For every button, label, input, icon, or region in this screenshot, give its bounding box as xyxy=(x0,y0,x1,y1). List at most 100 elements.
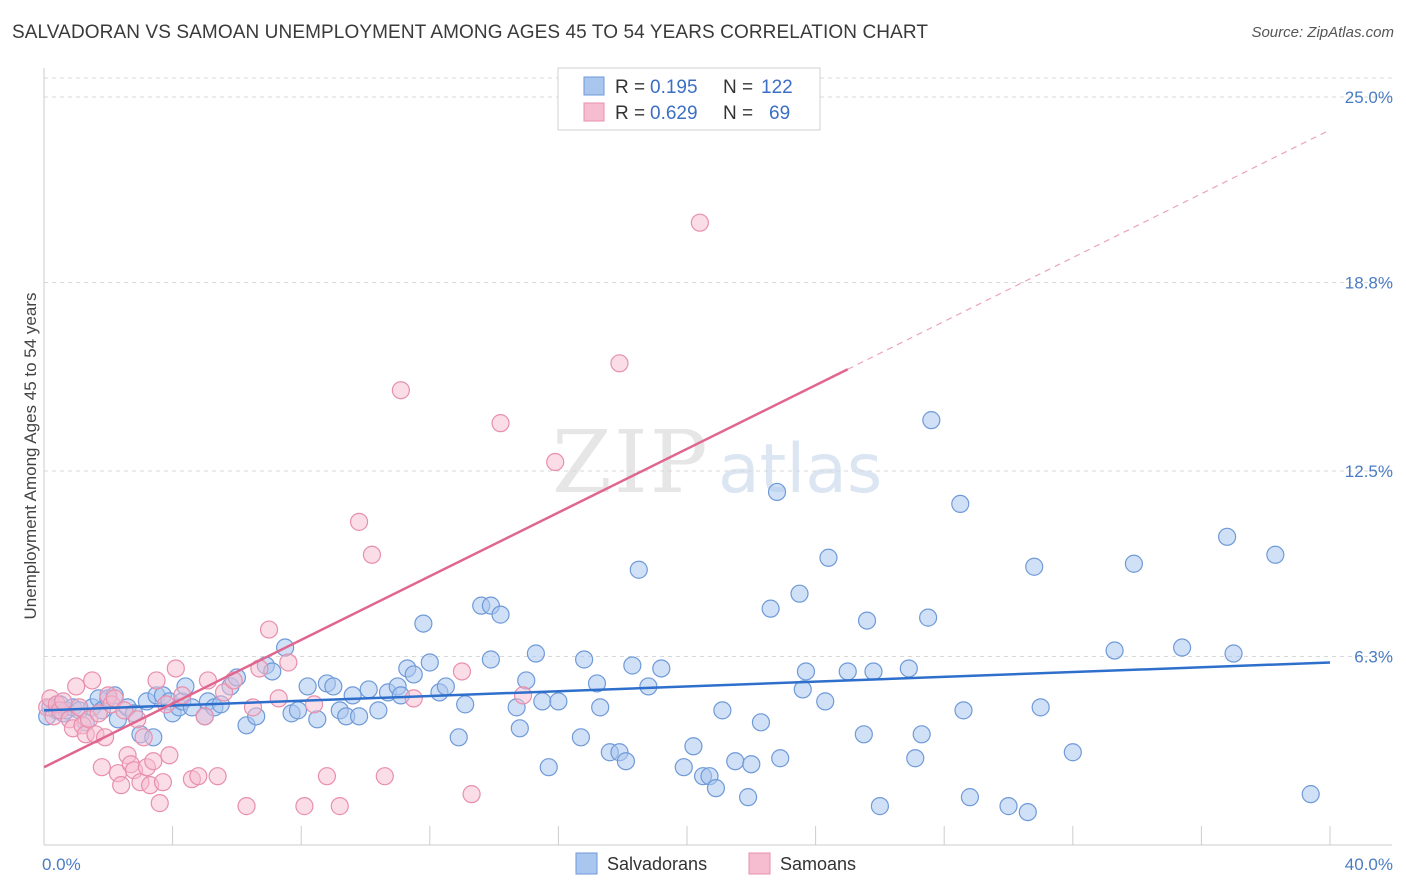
y-axis-label: Unemployment Among Ages 45 to 54 years xyxy=(21,293,40,620)
samoan-point-45 xyxy=(214,683,234,702)
salvadoran-point-118 xyxy=(1031,698,1050,717)
samoan-point-34 xyxy=(150,794,169,813)
salvadoran-point-48 xyxy=(349,707,369,726)
legend-n-label-2: N = xyxy=(723,103,753,124)
samoan-point-41 xyxy=(189,767,208,786)
series-legend-swatch-salvadorans xyxy=(575,852,598,875)
salvadoran-point-42 xyxy=(308,710,327,729)
salvadoran-point-93 xyxy=(751,713,771,732)
salvadoran-point-94 xyxy=(761,599,780,618)
salvadoran-point-55 xyxy=(404,665,423,684)
samoan-trend-extension xyxy=(847,129,1331,370)
samoan-point-61 xyxy=(404,689,423,708)
salvadoran-point-97 xyxy=(790,584,809,603)
samoan-point-47 xyxy=(237,797,256,816)
series-legend-label-samoans: Samoans xyxy=(780,854,856,874)
salvadoran-point-117 xyxy=(1025,557,1044,576)
salvadoran-point-56 xyxy=(414,614,433,633)
salvadoran-point-50 xyxy=(369,701,388,720)
x-tick-label-min: 0.0% xyxy=(42,855,81,874)
salvadoran-point-101 xyxy=(819,548,838,567)
salvadoran-point-68 xyxy=(517,671,536,690)
samoan-point-50 xyxy=(259,620,279,639)
watermark-atlas: atlas xyxy=(718,430,882,509)
y-tick-label-1: 12.5% xyxy=(1345,462,1393,481)
y-tick-labels: 6.3% 12.5% 18.8% 25.0% xyxy=(1345,88,1393,667)
series-legend: Salvadorans Samoans xyxy=(575,852,856,875)
salvadoran-point-103 xyxy=(854,725,873,744)
legend-r-label-1: R = xyxy=(615,77,645,98)
legend-swatch-samoans xyxy=(583,102,605,122)
samoan-point-65 xyxy=(513,686,533,705)
salvadoran-point-79 xyxy=(616,752,636,771)
legend-n-value-2: 69 xyxy=(769,103,790,124)
salvadoran-point-72 xyxy=(549,692,568,711)
salvadoran-point-73 xyxy=(571,728,591,747)
salvadoran-point-88 xyxy=(706,779,726,798)
salvadoran-point-95 xyxy=(767,482,787,502)
legend-r-value-2: 0.629 xyxy=(650,103,698,124)
series-legend-label-salvadorans: Salvadorans xyxy=(607,854,707,874)
salvadoran-point-40 xyxy=(288,701,308,720)
samoan-point-62 xyxy=(452,662,472,681)
salvadoran-point-115 xyxy=(999,797,1018,816)
salvadoran-point-96 xyxy=(771,749,790,768)
salvadoran-point-81 xyxy=(629,560,648,579)
salvadoran-point-112 xyxy=(951,494,970,514)
samoan-point-51 xyxy=(269,689,288,708)
salvadoran-point-92 xyxy=(742,755,761,774)
salvadoran-point-83 xyxy=(652,659,671,678)
samoan-point-66 xyxy=(546,452,565,472)
y-tick-label-0: 6.3% xyxy=(1354,648,1393,667)
samoan-point-63 xyxy=(462,785,481,804)
samoan-point-56 xyxy=(330,797,349,816)
samoan-point-33 xyxy=(147,671,166,690)
salvadoran-point-70 xyxy=(533,692,552,711)
samoan-points xyxy=(38,213,709,816)
x-tick-label-max: 40.0% xyxy=(1345,855,1393,874)
salvadoran-point-89 xyxy=(713,701,732,720)
salvadoran-point-102 xyxy=(838,662,857,681)
salvadoran-point-64 xyxy=(481,650,500,669)
samoan-point-57 xyxy=(349,512,369,531)
salvadoran-point-104 xyxy=(857,611,877,630)
salvadoran-point-44 xyxy=(324,677,343,696)
salvadoran-trend-line xyxy=(43,661,1331,712)
salvadoran-point-110 xyxy=(919,608,938,627)
salvadoran-point-100 xyxy=(816,692,835,711)
salvadoran-point-122 xyxy=(1173,638,1192,657)
salvadoran-point-123 xyxy=(1218,527,1237,546)
salvadoran-point-124 xyxy=(1224,644,1243,663)
legend-r-value-1: 0.195 xyxy=(650,77,698,98)
salvadoran-point-85 xyxy=(684,737,703,756)
salvadoran-point-114 xyxy=(960,788,980,807)
salvadoran-point-49 xyxy=(359,680,378,699)
salvadoran-point-91 xyxy=(738,788,758,807)
samoan-point-52 xyxy=(279,653,298,672)
samoan-point-13 xyxy=(83,671,102,690)
salvadoran-point-105 xyxy=(864,662,883,681)
salvadoran-point-76 xyxy=(591,698,610,717)
salvadoran-point-65 xyxy=(491,605,510,624)
samoan-point-38 xyxy=(166,659,185,678)
salvadoran-point-106 xyxy=(870,797,890,816)
salvadoran-point-121 xyxy=(1124,554,1143,573)
salvadoran-point-119 xyxy=(1063,743,1082,762)
salvadoran-point-125 xyxy=(1266,545,1285,564)
legend-n-label-1: N = xyxy=(723,77,753,98)
samoan-point-58 xyxy=(362,545,382,564)
salvadoran-point-47 xyxy=(343,686,362,705)
samoan-point-8 xyxy=(67,677,86,696)
salvadoran-point-116 xyxy=(1018,802,1037,822)
salvadoran-point-113 xyxy=(954,701,973,720)
samoan-point-68 xyxy=(690,213,709,232)
source-label: Source: ZipAtlas.com xyxy=(1251,24,1394,41)
samoan-point-54 xyxy=(304,695,324,714)
samoan-point-5 xyxy=(54,692,73,711)
samoan-point-29 xyxy=(134,728,153,747)
samoan-point-37 xyxy=(160,746,179,765)
samoan-point-16 xyxy=(92,758,111,777)
samoan-point-59 xyxy=(375,767,394,786)
watermark-zip: ZIP xyxy=(552,413,710,513)
